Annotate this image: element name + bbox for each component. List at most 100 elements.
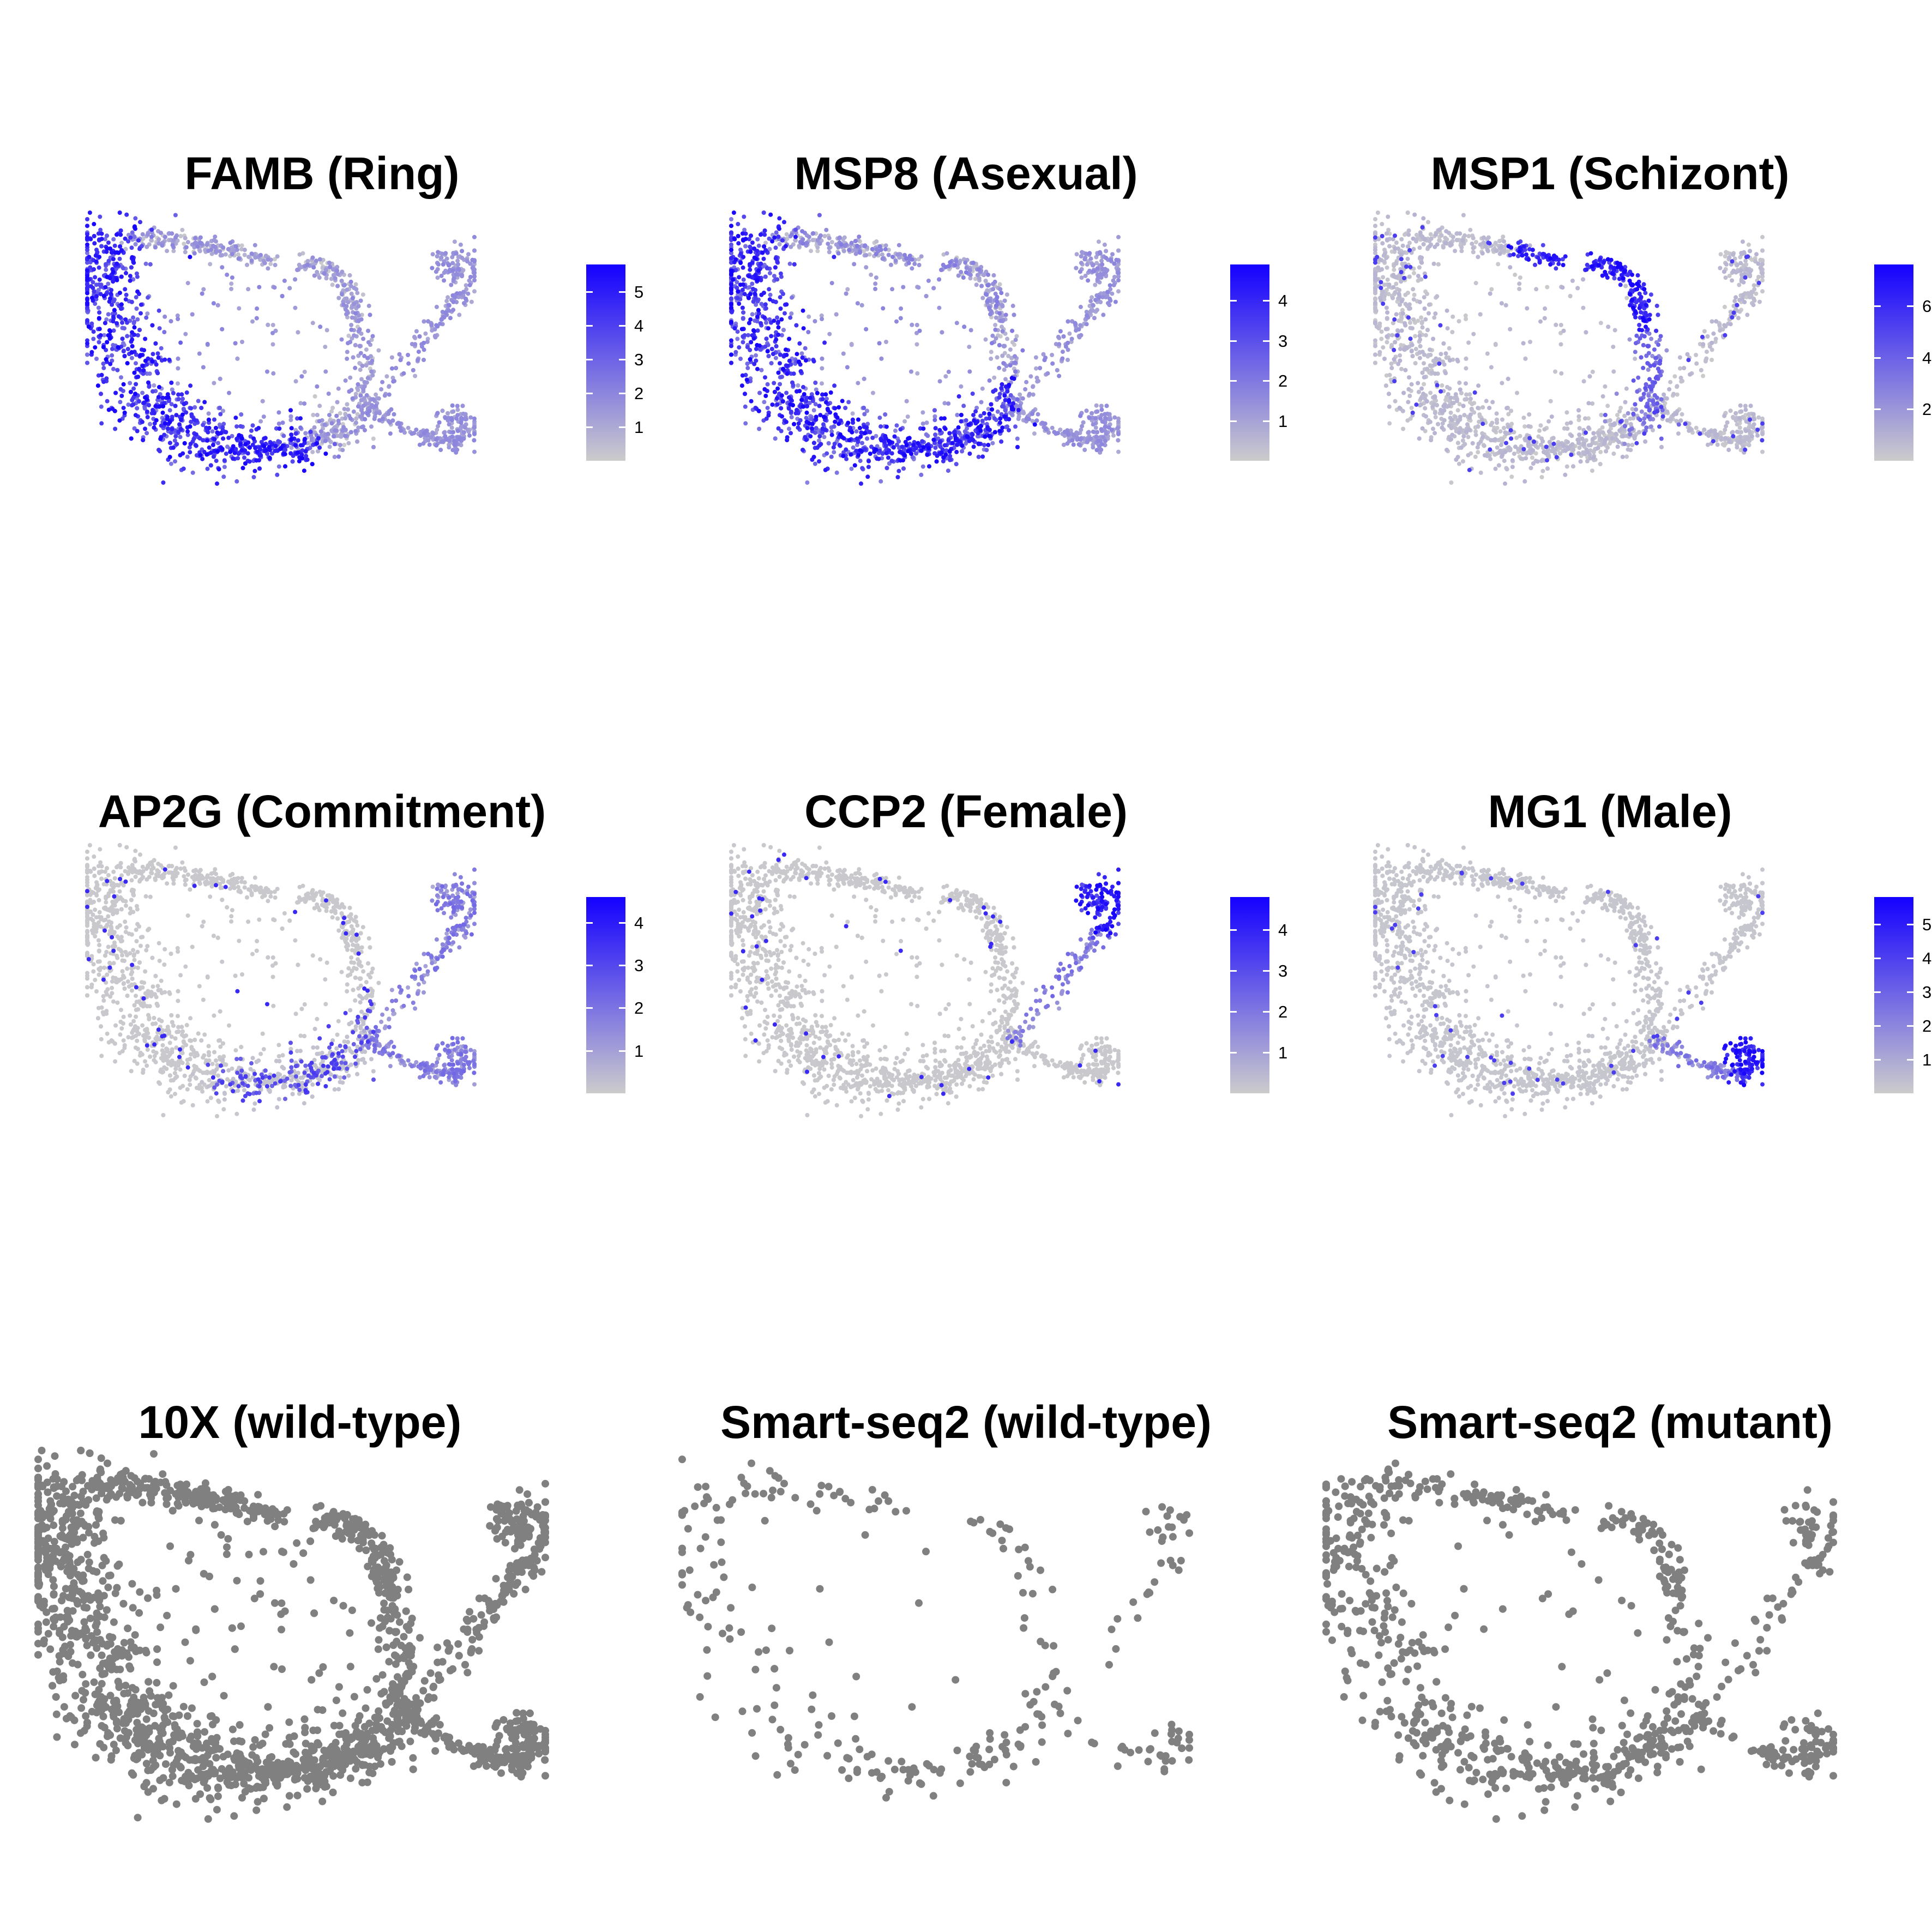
cell-point [767, 287, 772, 292]
cell-point [289, 446, 294, 450]
cell-point [98, 214, 103, 219]
cell-point [329, 409, 334, 414]
cell-point [214, 425, 218, 430]
cell-point [218, 253, 223, 258]
cell-point [1088, 436, 1093, 441]
cell-point [914, 330, 919, 335]
cell-point [1099, 258, 1104, 263]
cell-point [815, 249, 820, 254]
cell-point [210, 244, 215, 248]
cell-point [986, 407, 991, 412]
cell-point [456, 267, 461, 272]
cell-point [845, 365, 850, 370]
colorbar-tick-mark [586, 426, 593, 428]
cell-point [776, 234, 781, 239]
cell-point [109, 250, 114, 255]
cell-point [765, 406, 770, 411]
cell-point [433, 335, 438, 340]
cell-point [775, 315, 780, 320]
cell-point [866, 465, 871, 470]
cell-point [1094, 261, 1099, 266]
cell-point [335, 400, 340, 405]
cell-point [336, 418, 341, 423]
cell-point [1099, 407, 1104, 412]
cell-point [450, 448, 455, 453]
cell-point [288, 414, 293, 419]
cell-point [128, 278, 133, 283]
cell-point [806, 314, 811, 319]
cell-point [841, 351, 846, 356]
cell-point [989, 402, 994, 407]
cell-point [1003, 377, 1008, 382]
cell-point [185, 429, 190, 434]
cell-point [891, 445, 896, 450]
cell-point [379, 387, 384, 392]
cell-point [1078, 437, 1082, 442]
cell-point [97, 340, 101, 345]
cell-point [98, 292, 103, 297]
cell-point [316, 436, 321, 441]
cell-point [224, 452, 228, 456]
cell-point [130, 344, 135, 348]
cell-point [92, 234, 97, 238]
cell-point [944, 251, 949, 256]
cell-point [461, 293, 466, 298]
cell-point [310, 255, 315, 260]
cell-point [388, 420, 392, 425]
cell-point [914, 342, 919, 347]
cell-point [729, 344, 733, 348]
cell-point [1116, 270, 1121, 275]
cell-point [893, 428, 898, 433]
cell-point [182, 441, 187, 446]
cell-point [851, 445, 856, 450]
cell-point [747, 285, 752, 290]
cell-point [246, 255, 251, 260]
cell-point [339, 279, 344, 284]
cell-point [189, 406, 194, 411]
cell-point [442, 278, 447, 283]
cell-point [133, 242, 138, 246]
cell-point [248, 434, 253, 439]
cell-point [157, 241, 161, 246]
cell-point [1015, 436, 1020, 441]
cell-point [884, 451, 889, 455]
cell-point [414, 428, 419, 432]
cell-point [412, 334, 417, 339]
cell-point [933, 432, 938, 437]
cell-point [1116, 438, 1121, 443]
cell-point [743, 404, 748, 409]
cell-point [85, 251, 89, 255]
cell-point [854, 448, 859, 453]
cell-point [940, 330, 944, 335]
cell-point [763, 375, 767, 380]
cell-point [421, 441, 426, 446]
cell-point [778, 352, 783, 357]
cell-point [763, 302, 768, 307]
cell-point [452, 276, 456, 281]
cell-point [222, 458, 227, 463]
cell-point [741, 316, 745, 321]
cell-point [365, 411, 370, 416]
cell-point [218, 412, 223, 417]
cell-point [440, 408, 445, 413]
cell-point [763, 344, 768, 349]
cell-point [754, 358, 759, 363]
cell-point [131, 321, 136, 326]
cell-point [387, 392, 392, 397]
cell-point [176, 381, 180, 386]
cell-point [742, 227, 747, 232]
cell-point [85, 318, 89, 323]
cell-point [231, 456, 236, 461]
cell-point [864, 425, 869, 430]
cell-point [363, 417, 368, 422]
cell-point [964, 266, 969, 270]
cell-point [889, 459, 894, 464]
cell-point [423, 331, 428, 336]
cell-point [289, 426, 294, 431]
cell-point [1012, 312, 1016, 317]
cell-point [775, 402, 780, 407]
cell-point [985, 298, 990, 303]
cell-point [162, 314, 167, 319]
cell-point [980, 386, 985, 391]
cell-point [110, 353, 115, 358]
